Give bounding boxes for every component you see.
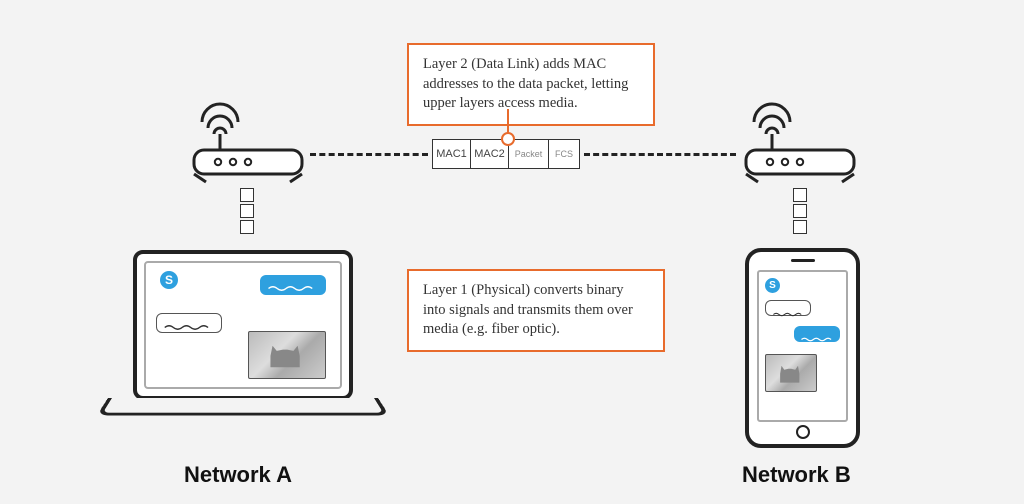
router-a [188,94,308,184]
laptop-base [108,400,378,426]
cat-image [765,354,817,392]
data-flow-b [793,188,807,234]
phone-speaker [791,259,815,262]
laptop-device: S [108,250,378,426]
chat-bubble-white [156,313,222,333]
flow-box [793,188,807,202]
frame-seg-fcs: FCS [549,140,579,168]
laptop-screen-bezel: S [133,250,353,400]
flow-box [793,204,807,218]
flow-box [793,220,807,234]
phone-home-button [796,425,810,439]
network-b-label: Network B [742,462,851,488]
chat-bubble-blue [260,275,326,295]
callout-layer1: Layer 1 (Physical) converts binary into … [407,269,665,352]
phone-screen: S [757,270,848,422]
phone-device: S [745,248,860,448]
frame-seg-mac1: MAC1 [433,140,471,168]
skype-icon: S [765,278,780,293]
skype-icon: S [160,271,178,289]
cat-image [248,331,326,379]
callout-layer2-text: Layer 2 (Data Link) adds MAC addresses t… [423,56,628,111]
flow-box [240,188,254,202]
laptop-screen: S [144,261,342,389]
callout-layer2: Layer 2 (Data Link) adds MAC addresses t… [407,43,655,126]
frame-seg-packet: Packet [509,140,549,168]
link-frame-to-routerB [584,153,736,156]
diagram-canvas: MAC1 MAC2 Packet FCS Layer 2 (Data Link)… [0,0,1024,504]
router-b [740,94,860,184]
network-a-label: Network A [184,462,292,488]
router-a-svg [188,94,308,184]
router-b-svg [740,94,860,184]
data-flow-a [240,188,254,234]
callout-layer1-text: Layer 1 (Physical) converts binary into … [423,282,633,337]
flow-box [240,220,254,234]
callout-layer2-dot [501,132,515,146]
chat-bubble-blue [794,326,840,342]
chat-bubble-white [765,300,811,316]
link-routerA-to-frame [310,153,428,156]
flow-box [240,204,254,218]
